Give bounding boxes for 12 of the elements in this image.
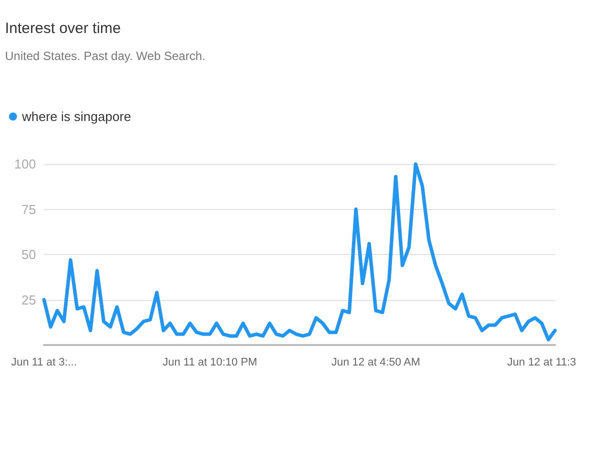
- x-tick-label: Jun 11 at 3:...: [11, 356, 77, 368]
- chart-subtitle: United States. Past day. Web Search.: [5, 49, 206, 63]
- y-tick-label: 25: [22, 292, 36, 308]
- x-tick-label: Jun 12 at 4:50 AM: [331, 356, 420, 368]
- y-tick-label: 100: [14, 156, 36, 172]
- x-tick-label: Jun 11 at 10:10 PM: [162, 356, 258, 368]
- y-tick-label: 50: [22, 247, 36, 262]
- line-series: [42, 162, 557, 342]
- y-tick-label: 75: [22, 202, 36, 217]
- x-tick-label: Jun 12 at 11:3: [507, 356, 576, 368]
- chart-title: Interest over time: [5, 20, 121, 37]
- legend-label: where is singapore: [21, 109, 132, 124]
